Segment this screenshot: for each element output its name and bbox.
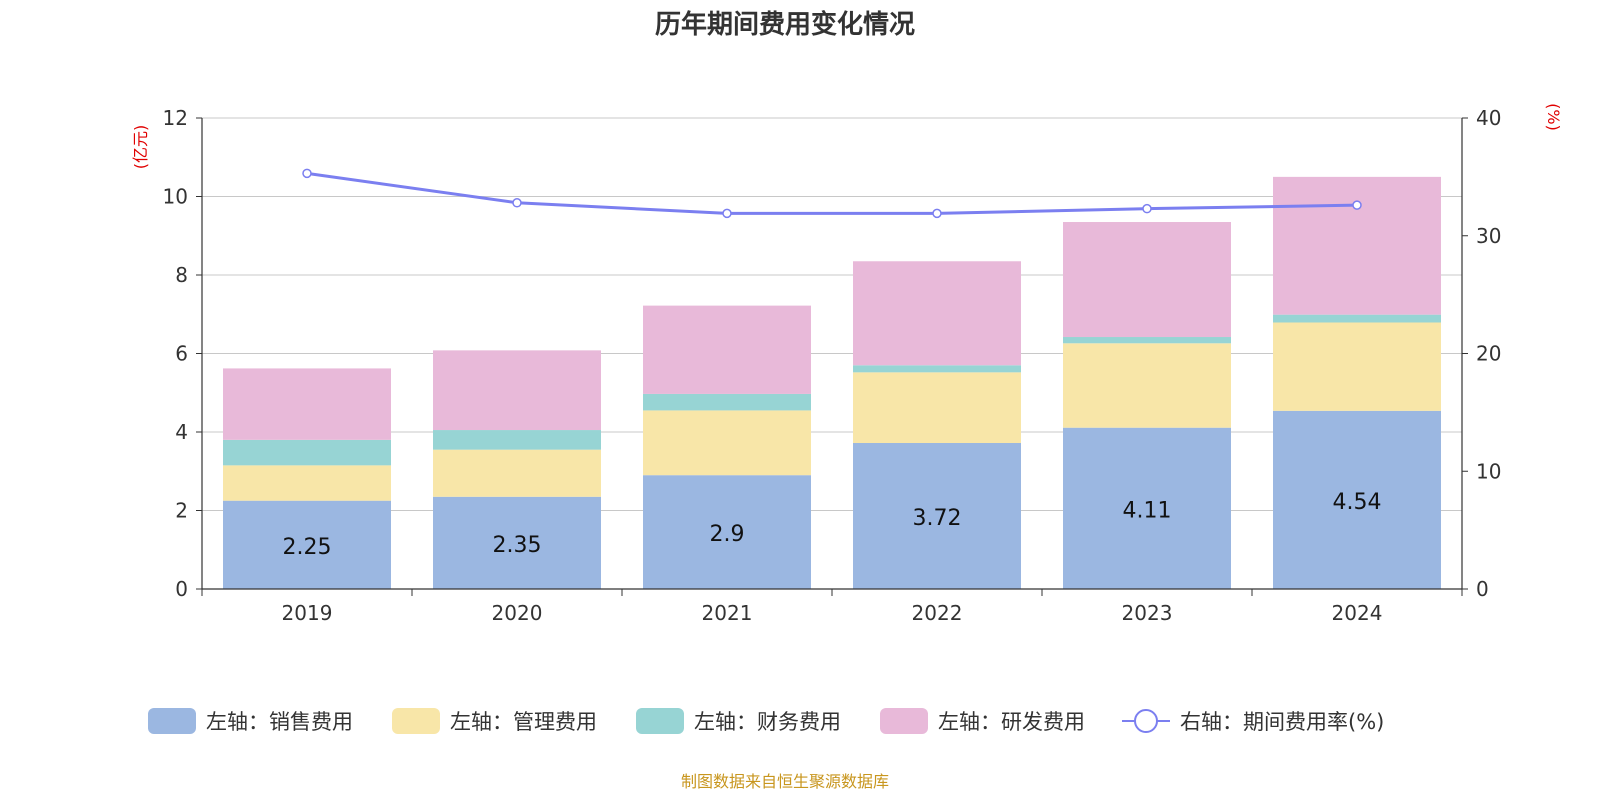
right-axis-unit: (%): [1544, 103, 1563, 131]
legend-swatch: [880, 708, 928, 734]
bar-segment: [1063, 222, 1231, 338]
left-axis-unit: (亿元): [131, 125, 150, 170]
bar-segment: [1273, 314, 1441, 323]
bar-segment: [853, 372, 1021, 443]
rate-point: [1352, 200, 1362, 210]
bar-segment: [1063, 427, 1231, 589]
bar-segment: [1273, 410, 1441, 589]
bar-value-label: 3.72: [913, 506, 962, 531]
bar-segment: [223, 465, 391, 501]
legend-label: 左轴：管理费用: [450, 710, 597, 734]
bar-segment: [643, 393, 811, 411]
bar-value-label: 2.9: [710, 522, 745, 547]
bar-segment: [433, 496, 601, 589]
bar-segment: [223, 368, 391, 440]
legend-swatch: [392, 708, 440, 734]
legend-label: 左轴：销售费用: [206, 710, 353, 734]
right-tick-label: 10: [1476, 459, 1501, 483]
bar-segment: [223, 439, 391, 466]
left-tick-label: 4: [175, 420, 188, 444]
grid: [202, 117, 1462, 511]
right-tick-label: 30: [1476, 224, 1501, 248]
rate-point: [302, 168, 312, 179]
legend-label: 左轴：研发费用: [938, 710, 1085, 734]
legend-label: 左轴：财务费用: [694, 710, 841, 734]
bar-value-label: 2.25: [283, 535, 332, 560]
right-tick-label: 20: [1476, 342, 1501, 366]
bar-segment: [853, 261, 1021, 366]
rate-point: [932, 208, 942, 219]
legend-label: 右轴：期间费用率(%): [1180, 710, 1384, 734]
rate-point: [722, 208, 732, 219]
x-tick-label: 2021: [702, 601, 753, 625]
bar-segment: [1063, 337, 1231, 344]
source-note: 制图数据来自恒生聚源数据库: [681, 772, 889, 791]
left-tick-label: 2: [175, 499, 188, 523]
rate-line: [302, 168, 1362, 219]
right-tick-label: 40: [1476, 106, 1501, 130]
left-tick-label: 10: [163, 185, 188, 209]
bar-segment: [223, 500, 391, 589]
bar-segment: [643, 410, 811, 476]
bar-segment: [433, 449, 601, 497]
x-tick-label: 2022: [912, 601, 963, 625]
legend-swatch: [636, 708, 684, 734]
chart-title: 历年期间费用变化情况: [655, 9, 915, 40]
rate-point: [1142, 203, 1152, 214]
bar-segment: [433, 350, 601, 431]
x-tick-label: 2024: [1332, 601, 1383, 625]
bar-segment: [853, 365, 1021, 373]
bar-segment: [853, 442, 1021, 589]
legend-circle-symbol: [1134, 709, 1158, 733]
bar-segment: [1273, 322, 1441, 411]
bars: [223, 176, 1441, 589]
bar-segment: [643, 475, 811, 589]
legend: 左轴：销售费用 左轴：管理费用 左轴：财务费用 左轴：研发费用 右轴：期间费用率(%): [148, 708, 1384, 734]
left-tick-label: 6: [175, 342, 188, 366]
bar-segment: [1063, 343, 1231, 428]
rate-line-path: [306, 171, 1358, 215]
left-tick-label: 8: [175, 263, 188, 287]
x-tick-label: 2023: [1122, 601, 1173, 625]
bar-segment: [433, 430, 601, 450]
bar-value-label: 4.11: [1123, 498, 1172, 523]
axes: 0 2 4 6 8 10 12 0 10 20 30 40 2019 2020 2021 2022 2023 20…: [163, 106, 1502, 625]
left-tick-label: 0: [175, 577, 188, 601]
bar-segment: [1273, 176, 1441, 315]
x-tick-label: 2019: [282, 601, 333, 625]
data-labels: 2.25 2.35 2.9 3.72 4.11 4.54: [283, 490, 1382, 560]
x-tick-label: 2020: [492, 601, 543, 625]
bar-value-label: 2.35: [493, 533, 542, 558]
legend-swatch: [148, 708, 196, 734]
left-tick-label: 12: [163, 106, 188, 130]
rate-point: [512, 198, 522, 208]
bar-segment: [643, 305, 811, 394]
right-tick-label: 0: [1476, 577, 1489, 601]
bar-value-label: 4.54: [1333, 490, 1382, 515]
